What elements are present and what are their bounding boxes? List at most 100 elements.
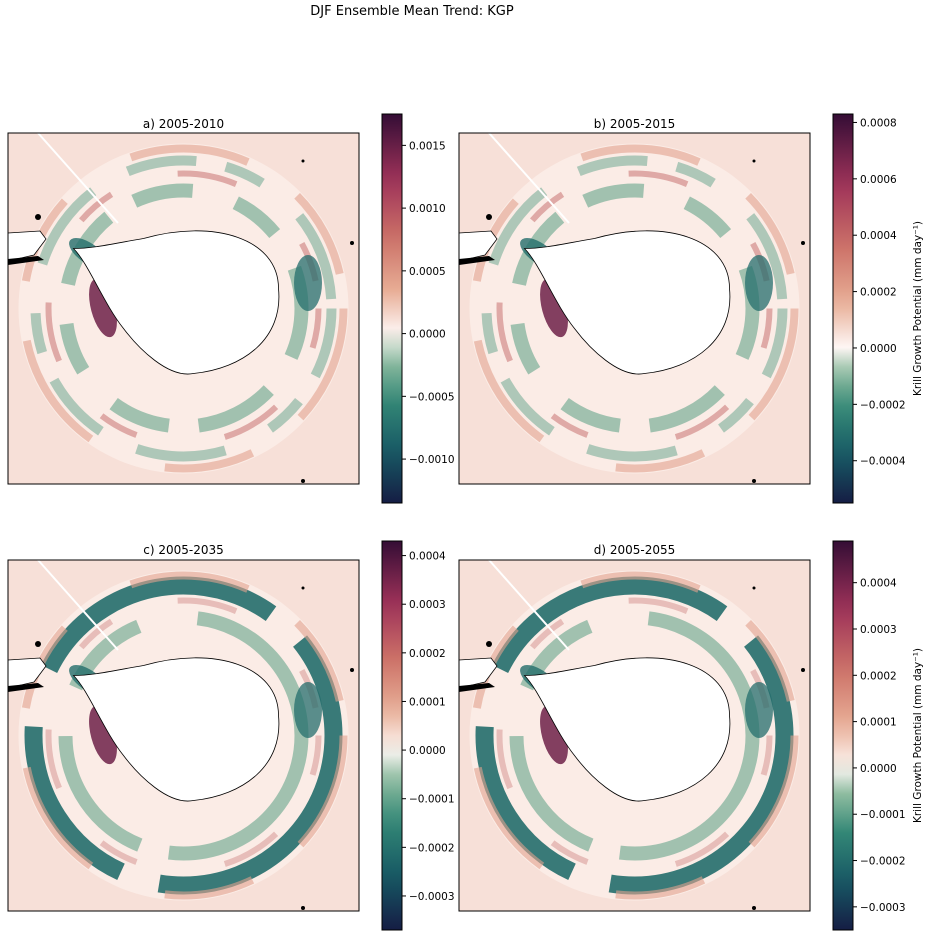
colorbar-tick-label: 0.0000: [409, 329, 446, 341]
panel-d: d) 2005-2055 −0.0003 −0.0002 −0.0001 0.0000 0…: [458, 540, 924, 931]
pink-band-edge: [19, 144, 348, 473]
colorbar-tick-label: 0.0004: [409, 551, 446, 563]
grid-seam-line: [488, 133, 570, 224]
colorbar-a: −0.0010 −0.0005 0.0000 0.0005 0.0010 0.0015: [381, 113, 455, 504]
colorbar-tick-label: 0.0004: [860, 578, 897, 590]
teal-band-inner: [58, 610, 309, 861]
heatmap-field-b: [459, 133, 810, 484]
colorbar-tick-label: 0.0005: [409, 266, 446, 278]
figure-suptitle: DJF Ensemble Mean Trend: KGP: [310, 4, 514, 19]
teal-band-outer: [30, 155, 337, 462]
island-dot: [752, 479, 756, 483]
pink-band-edge: [470, 571, 799, 900]
tierra-del-fuego: [8, 256, 44, 265]
colorbar-tick-label: −0.0001: [860, 809, 906, 821]
south-america-coast: [459, 230, 498, 262]
map-frame: [458, 132, 811, 485]
colorbar-tick-label: 0.0003: [860, 624, 897, 636]
panel-title: d) 2005-2055: [594, 543, 676, 557]
island-dot: [301, 906, 305, 910]
red-band: [45, 170, 322, 447]
colorbar-tick-label: 0.0008: [860, 117, 897, 129]
colorbar-label: Krill Growth Potential (mm day⁻¹): [912, 648, 924, 823]
map-frame: [7, 132, 360, 485]
heatmap-field-c: [8, 560, 359, 911]
panel-title: b) 2005-2015: [594, 117, 676, 131]
colorbar-tick-label: 0.0004: [860, 230, 897, 242]
colorbar-tick-label: 0.0000: [860, 763, 897, 775]
south-america-coast: [459, 657, 498, 689]
grid-seam-line: [488, 560, 570, 651]
panel-title: a) 2005-2010: [143, 117, 224, 131]
colorbar-label: Krill Growth Potential (mm day⁻¹): [912, 221, 924, 396]
east-negative-patch: [294, 682, 322, 738]
colorbar-gradient: [832, 113, 854, 504]
grid-seam-line: [37, 133, 119, 224]
colorbar-tick-label: 0.0003: [409, 599, 446, 611]
colorbar-tick-label: −0.0003: [860, 902, 906, 914]
island-dot: [801, 668, 805, 672]
colorbar-gradient: [381, 540, 403, 931]
map-frame: [7, 559, 360, 912]
south-america-coast: [8, 657, 47, 689]
east-negative-patch: [745, 255, 773, 311]
colorbar-tick-label: −0.0004: [860, 456, 906, 468]
pole-hole: [588, 262, 681, 355]
pole-hole: [137, 689, 230, 782]
panel-title: c) 2005-2035: [143, 543, 224, 557]
island-dot: [752, 159, 756, 163]
panel-a: a) 2005-2010 −0.0010 −0.0005 0.0000 0.0005 0.…: [7, 113, 455, 504]
island-dot: [301, 159, 305, 163]
tierra-del-fuego: [459, 256, 495, 265]
pink-band-edge: [19, 571, 348, 900]
colorbar-tick-label: −0.0002: [860, 856, 906, 868]
colorbar-tick-label: 0.0001: [860, 717, 897, 729]
island-dot: [801, 241, 805, 245]
east-negative-patch: [745, 682, 773, 738]
teal-band-outer: [475, 576, 794, 895]
colorbar-b: −0.0004 −0.0002 0.0000 0.0002 0.0004 0.0006 0.…: [832, 113, 924, 504]
island-dot: [752, 586, 756, 590]
colorbar-gradient: [832, 540, 854, 931]
colorbar-tick-label: −0.0001: [409, 794, 455, 806]
falkland-islands: [35, 641, 41, 647]
teal-band-inner: [58, 183, 309, 434]
colorbar-tick-label: 0.0010: [409, 203, 446, 215]
colorbar-tick-label: 0.0006: [860, 174, 897, 186]
heatmap-field-a: [8, 133, 359, 484]
colorbar-gradient: [381, 113, 403, 504]
colorbar-tick-label: 0.0001: [409, 696, 446, 708]
teal-band-inner: [509, 183, 760, 434]
falkland-islands: [486, 641, 492, 647]
red-band: [45, 597, 322, 874]
teal-band-outer: [24, 576, 343, 895]
tierra-del-fuego: [459, 683, 495, 692]
colorbar-tick-label: 0.0002: [409, 648, 446, 660]
colorbar-tick-label: 0.0000: [860, 343, 897, 355]
colorbar-tick-label: −0.0005: [409, 391, 455, 403]
colorbar-tick-label: −0.0002: [860, 399, 906, 411]
map-frame: [458, 559, 811, 912]
red-band: [496, 597, 773, 874]
colorbar-tick-label: 0.0002: [860, 287, 897, 299]
island-dot: [301, 586, 305, 590]
colorbar-tick-label: 0.0000: [409, 745, 446, 757]
tierra-del-fuego: [8, 683, 44, 692]
panel-c: c) 2005-2035 −0.0003 −0.0002 −0.0001 0.0000 0…: [7, 540, 455, 931]
panel-b: b) 2005-2015 −0.0004 −0.0002 0.0000 0.0002 0.…: [458, 113, 924, 504]
colorbar-tick-label: 0.0002: [860, 670, 897, 682]
red-band: [496, 170, 773, 447]
colorbar-tick-label: 0.0015: [409, 140, 446, 152]
grid-seam-line: [37, 560, 119, 651]
island-dot: [752, 906, 756, 910]
falkland-islands: [486, 214, 492, 220]
colorbar-tick-label: −0.0003: [409, 891, 455, 903]
colorbar-c: −0.0003 −0.0002 −0.0001 0.0000 0.0001 0.0002 0…: [381, 540, 455, 931]
colorbar-tick-label: −0.0010: [409, 454, 455, 466]
island-dot: [301, 479, 305, 483]
colorbar-tick-label: −0.0002: [409, 842, 455, 854]
falkland-islands: [35, 214, 41, 220]
east-negative-patch: [294, 255, 322, 311]
